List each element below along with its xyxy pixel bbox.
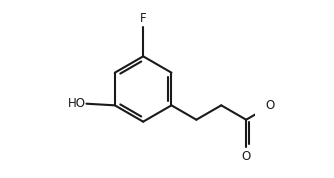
Text: F: F xyxy=(140,12,147,25)
Text: O: O xyxy=(265,99,274,112)
Text: O: O xyxy=(241,150,251,163)
Text: HO: HO xyxy=(67,97,86,110)
